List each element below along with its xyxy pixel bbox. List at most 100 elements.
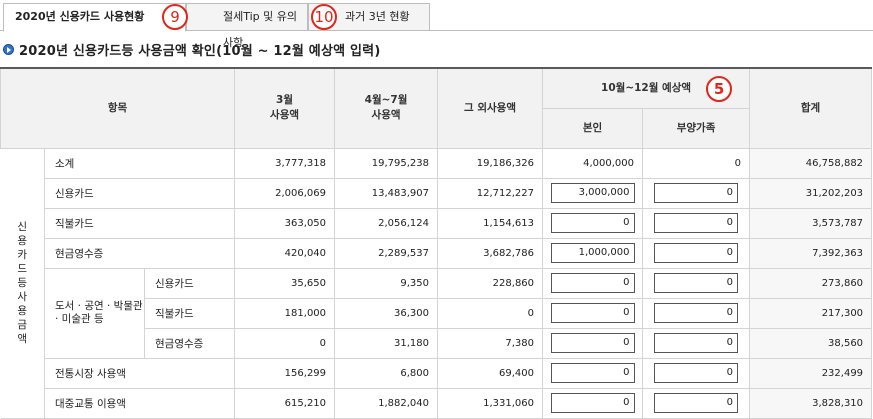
cell-total: 217,300 <box>749 297 873 329</box>
table-row: 현금영수증 420,040 2,289,537 3,682,786 1,000,… <box>1 237 873 269</box>
row-label: 신용카드 <box>143 267 236 299</box>
row-label: 소계 <box>43 147 236 179</box>
section-header: 2020년 신용카드등 사용금액 확인(10월 ~ 12월 예상액 입력) <box>3 41 381 59</box>
cell-self: 0 <box>542 297 644 329</box>
dependents-estimate-input[interactable]: 0 <box>654 213 739 233</box>
cell-apr-jul: 6,800 <box>334 357 439 389</box>
self-estimate-input[interactable]: 0 <box>550 363 635 383</box>
cell-march: 156,299 <box>234 357 336 389</box>
header-dependents: 부양가족 <box>642 107 751 149</box>
cell-total: 46,758,882 <box>749 147 873 179</box>
cell-dependents: 0 <box>642 267 751 299</box>
self-estimate-input[interactable]: 0 <box>550 213 635 233</box>
bullet-icon <box>3 43 14 55</box>
group-label: 신용카드등 사용금액 <box>17 221 28 345</box>
self-estimate-input[interactable]: 0 <box>550 333 635 353</box>
cell-total: 273,860 <box>749 267 873 299</box>
cell-dependents-subtotal: 0 <box>642 147 751 179</box>
table-row: 대중교통 이용액 615,210 1,882,040 1,331,060 0 0… <box>1 387 873 419</box>
self-estimate-input[interactable]: 0 <box>550 393 635 413</box>
self-estimate-input[interactable]: 3,000,000 <box>550 183 635 203</box>
cell-other: 7,380 <box>437 327 544 359</box>
cell-apr-jul: 9,350 <box>334 267 439 299</box>
annotation-marker-9: 9 <box>162 4 188 30</box>
dependents-estimate-input[interactable]: 0 <box>654 333 739 353</box>
dependents-estimate-input[interactable]: 0 <box>654 183 739 203</box>
cell-self: 0 <box>542 327 644 359</box>
self-estimate-input[interactable]: 0 <box>550 303 635 323</box>
cell-self: 1,000,000 <box>542 237 644 269</box>
cell-other: 228,860 <box>437 267 544 299</box>
cell-march: 35,650 <box>234 267 336 299</box>
tab-label: 절세Tip 및 유의사항 <box>223 10 298 49</box>
cell-march: 0 <box>234 327 336 359</box>
cell-march: 615,210 <box>234 387 336 419</box>
cell-total: 232,499 <box>749 357 873 389</box>
sub-group-label: 도서 · 공연 · 박물관 · 미술관 등 <box>44 267 145 359</box>
group-label-cell: 신용카드등 사용금액 <box>0 147 45 419</box>
row-label: 직불카드 <box>43 207 236 239</box>
section-title: 2020년 신용카드등 사용금액 확인(10월 ~ 12월 예상액 입력) <box>19 43 381 59</box>
cell-self: 0 <box>542 207 644 239</box>
tab-bar: 2020년 신용카드 사용현황 절세Tip 및 유의사항 과거 3년 현황 9 … <box>0 0 873 49</box>
cell-march: 2,006,069 <box>234 177 336 209</box>
row-label: 신용카드 <box>43 177 236 209</box>
cell-apr-jul: 19,795,238 <box>334 147 439 179</box>
cell-self: 3,000,000 <box>542 177 644 209</box>
cell-other: 12,712,227 <box>437 177 544 209</box>
header-item: 항목 <box>0 67 236 149</box>
cell-apr-jul: 1,882,040 <box>334 387 439 419</box>
tab-baseline <box>0 30 873 31</box>
cell-other: 1,331,060 <box>437 387 544 419</box>
table-row: 신용카드 2,006,069 13,483,907 12,712,227 3,0… <box>1 177 873 209</box>
cell-total: 3,573,787 <box>749 207 873 239</box>
dependents-estimate-input[interactable]: 0 <box>654 303 739 323</box>
cell-other: 69,400 <box>437 357 544 389</box>
cell-march: 181,000 <box>234 297 336 329</box>
table-row: 전통시장 사용액 156,299 6,800 69,400 0 0 232,49… <box>1 357 873 389</box>
cell-total: 7,392,363 <box>749 237 873 269</box>
cell-self: 0 <box>542 357 644 389</box>
cell-dependents: 0 <box>642 237 751 269</box>
cell-self: 0 <box>542 267 644 299</box>
cell-dependents: 0 <box>642 357 751 389</box>
annotation-marker-5: 5 <box>706 75 733 102</box>
table-row: 직불카드 181,000 36,300 0 0 0 217,300 <box>1 297 873 329</box>
cell-total: 3,828,310 <box>749 387 873 419</box>
cell-dependents: 0 <box>642 297 751 329</box>
cell-other: 0 <box>437 297 544 329</box>
tab-tax-tips[interactable]: 절세Tip 및 유의사항 <box>186 3 308 49</box>
row-label: 대중교통 이용액 <box>43 387 236 419</box>
cell-apr-jul: 36,300 <box>334 297 439 329</box>
dependents-estimate-input[interactable]: 0 <box>654 273 739 293</box>
header-estimate: 10월~12월 예상액 5 <box>542 67 751 109</box>
header-total: 합계 <box>749 67 873 149</box>
table-row: 도서 · 공연 · 박물관 · 미술관 등 신용카드 35,650 9,350 … <box>1 267 873 359</box>
dependents-estimate-input[interactable]: 0 <box>654 393 739 413</box>
self-estimate-input[interactable]: 1,000,000 <box>550 243 635 263</box>
cell-apr-jul: 13,483,907 <box>334 177 439 209</box>
cell-apr-jul: 2,289,537 <box>334 237 439 269</box>
tab-label: 2020년 신용카드 사용현황 <box>15 10 145 23</box>
tab-2020-usage[interactable]: 2020년 신용카드 사용현황 <box>3 3 186 32</box>
header-estimate-label: 10월~12월 예상액 <box>601 81 692 94</box>
dependents-estimate-input[interactable]: 0 <box>654 243 739 263</box>
cell-apr-jul: 31,180 <box>334 327 439 359</box>
cell-dependents: 0 <box>642 387 751 419</box>
cell-dependents: 0 <box>642 207 751 239</box>
header-march: 3월 사용액 <box>234 67 336 149</box>
cell-apr-jul: 2,056,124 <box>334 207 439 239</box>
cell-march: 363,050 <box>234 207 336 239</box>
cell-other: 19,186,326 <box>437 147 544 179</box>
cell-total: 38,560 <box>749 327 873 359</box>
row-label: 직불카드 <box>143 297 236 329</box>
row-label: 전통시장 사용액 <box>43 357 236 389</box>
self-estimate-input[interactable]: 0 <box>550 273 635 293</box>
header-other: 그 외사용액 <box>437 67 544 149</box>
dependents-estimate-input[interactable]: 0 <box>654 363 739 383</box>
table-row: 직불카드 363,050 2,056,124 1,154,613 0 0 3,5… <box>1 207 873 239</box>
tab-label: 과거 3년 현황 <box>345 10 410 23</box>
cell-other: 1,154,613 <box>437 207 544 239</box>
row-label: 현금영수증 <box>143 327 236 359</box>
row-label: 현금영수증 <box>43 237 236 269</box>
